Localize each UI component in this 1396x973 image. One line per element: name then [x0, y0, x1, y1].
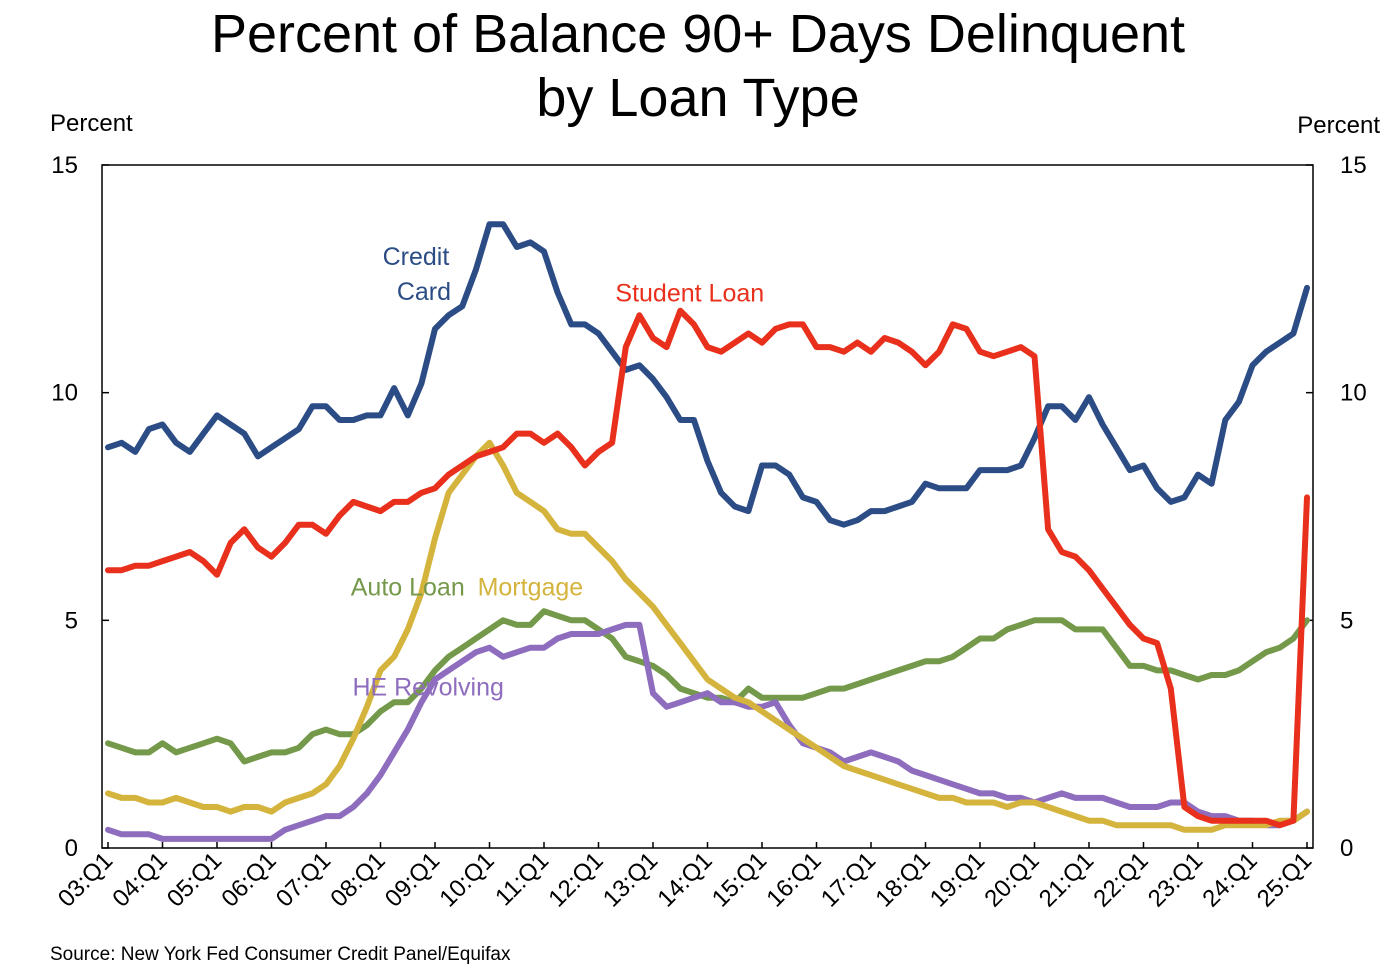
he-revolving-series-label: HE Revolving — [352, 673, 503, 701]
mortgage-series-line — [105, 439, 1310, 833]
x-tick-label: 14:Q1 — [652, 847, 717, 912]
x-tick-label: 24:Q1 — [1197, 847, 1262, 912]
x-tick-label: 08:Q1 — [325, 847, 390, 912]
credit-card-series-label: Card — [397, 278, 451, 306]
right-y-tick-label: 0 — [1340, 835, 1353, 862]
plot-area-frame — [101, 164, 1314, 849]
x-tick-label: 05:Q1 — [162, 847, 227, 912]
source-note: Source: New York Fed Consumer Credit Pan… — [50, 944, 511, 965]
x-tick-label: 22:Q1 — [1088, 847, 1153, 912]
x-tick-label: 18:Q1 — [870, 847, 935, 912]
credit-card-series-line — [105, 221, 1310, 528]
left-y-axis: 0 5 10 15 — [51, 152, 109, 862]
he-revolving-series-line — [105, 621, 1310, 842]
x-tick-label: 17:Q1 — [816, 847, 881, 912]
x-tick-label: 06:Q1 — [216, 847, 281, 912]
x-tick-label: 07:Q1 — [271, 847, 336, 912]
x-tick-label: 25:Q1 — [1252, 847, 1317, 912]
right-axis-unit-label: Percent — [1297, 112, 1380, 139]
chart-title-line-2: by Loan Type — [536, 68, 860, 128]
x-tick-label: 23:Q1 — [1143, 847, 1208, 912]
left-y-tick-label: 15 — [51, 152, 78, 179]
x-tick-label: 11:Q1 — [490, 847, 554, 911]
left-y-tick-label: 0 — [65, 835, 78, 862]
x-tick-label: 09:Q1 — [380, 847, 445, 912]
right-y-axis: 0 5 10 15 — [1306, 152, 1367, 862]
right-y-tick-label: 5 — [1340, 607, 1353, 634]
x-tick-label: 19:Q1 — [925, 847, 990, 912]
student-loan-series-label: Student Loan — [615, 280, 764, 308]
student-loan-series-line — [105, 307, 1310, 829]
x-tick-label: 12:Q1 — [543, 847, 608, 912]
chart-title-line-1: Percent of Balance 90+ Days Delinquent — [210, 4, 1186, 64]
x-tick-label: 20:Q1 — [979, 847, 1044, 912]
left-y-tick-label: 10 — [51, 380, 78, 407]
x-tick-label: 21:Q1 — [1034, 847, 1099, 912]
auto-loan-series-label: Auto Loan — [351, 573, 465, 601]
right-y-tick-label: 10 — [1340, 380, 1367, 407]
right-y-tick-label: 15 — [1340, 152, 1367, 179]
chart-title: Percent of Balance 90+ Days Delinquent b… — [0, 2, 1396, 130]
x-tick-label: 04:Q1 — [107, 847, 172, 912]
x-tick-label: 16:Q1 — [761, 847, 826, 912]
x-tick-label: 03:Q1 — [53, 847, 118, 912]
series-lines — [105, 221, 1310, 842]
mortgage-series-label: Mortgage — [478, 573, 584, 601]
auto-loan-series-line — [105, 608, 1310, 765]
x-axis: 03:Q104:Q105:Q106:Q107:Q108:Q109:Q110:Q1… — [53, 842, 1317, 912]
credit-card-series-label: Credit — [383, 243, 450, 271]
x-tick-label: 15:Q1 — [707, 847, 772, 912]
left-y-tick-label: 5 — [65, 607, 78, 634]
x-tick-label: 13:Q1 — [598, 847, 663, 912]
series-labels: Credit Card Student Loan Auto Loan Mortgage H… — [351, 243, 764, 701]
x-tick-label: 10:Q1 — [434, 847, 499, 912]
left-axis-unit-label: Percent — [50, 110, 133, 137]
